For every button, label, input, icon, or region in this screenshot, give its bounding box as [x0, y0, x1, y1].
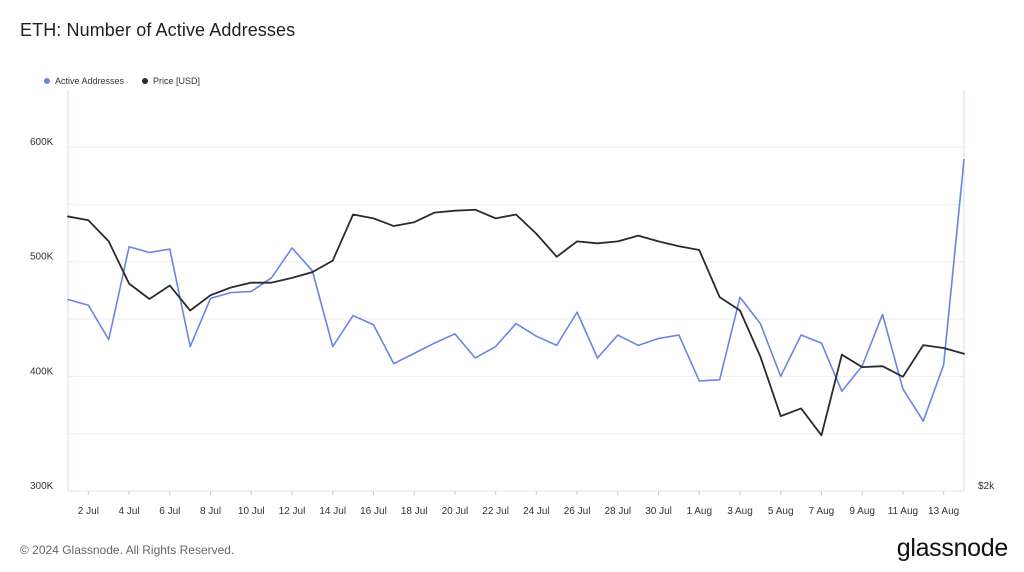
x-tick-label: 14 Jul	[319, 506, 346, 517]
x-tick-label: 28 Jul	[604, 506, 631, 517]
x-tick-label: 2 Jul	[78, 506, 99, 517]
x-tick-label: 13 Aug	[928, 506, 959, 517]
x-tick-label: 7 Aug	[809, 506, 835, 517]
brand-logo: glassnode	[896, 534, 1009, 562]
copyright-text: © 2024 Glassnode. All Rights Reserved.	[20, 543, 235, 557]
series-line-price	[67, 208, 965, 437]
x-tick-label: 4 Jul	[119, 506, 140, 517]
x-tick-label: 9 Aug	[849, 506, 875, 517]
x-tick-label: 11 Aug	[888, 506, 918, 517]
legend: Active Addresses Price [USD]	[44, 76, 200, 86]
y-tick-label-left: 600K	[30, 137, 54, 148]
y-tick-label-left: 500K	[30, 252, 54, 263]
x-tick-label: 8 Jul	[200, 506, 221, 517]
chart-title: ETH: Number of Active Addresses	[20, 20, 296, 40]
legend-label-active-addresses: Active Addresses	[55, 76, 125, 86]
x-tick-label: 10 Jul	[238, 506, 265, 517]
y-tick-label-left: 300K	[30, 481, 54, 492]
x-tick-label: 16 Jul	[360, 506, 387, 517]
series-line-active-addresses	[67, 158, 965, 422]
x-tick-label: 26 Jul	[564, 506, 591, 517]
x-tick-label: 1 Aug	[686, 506, 712, 517]
x-tick-label: 3 Aug	[727, 506, 753, 517]
x-tick-label: 5 Aug	[768, 506, 794, 517]
legend-item-price[interactable]: Price [USD]	[142, 76, 200, 86]
x-tick-label: 20 Jul	[442, 506, 469, 517]
legend-item-active-addresses[interactable]: Active Addresses	[44, 76, 124, 86]
x-tick-label: 12 Jul	[279, 506, 306, 517]
y-tick-label-left: 400K	[30, 366, 54, 377]
legend-dot-price	[142, 78, 149, 84]
y-tick-label-right: $2k	[978, 481, 995, 492]
x-tick-label: 18 Jul	[401, 506, 428, 517]
x-tick-label: 24 Jul	[523, 506, 550, 517]
legend-dot-active-addresses	[44, 78, 50, 84]
x-tick-label: 6 Jul	[159, 506, 180, 517]
x-tick-label: 22 Jul	[482, 506, 509, 517]
legend-label-price: Price [USD]	[153, 76, 201, 86]
x-tick-label: 30 Jul	[645, 506, 672, 517]
